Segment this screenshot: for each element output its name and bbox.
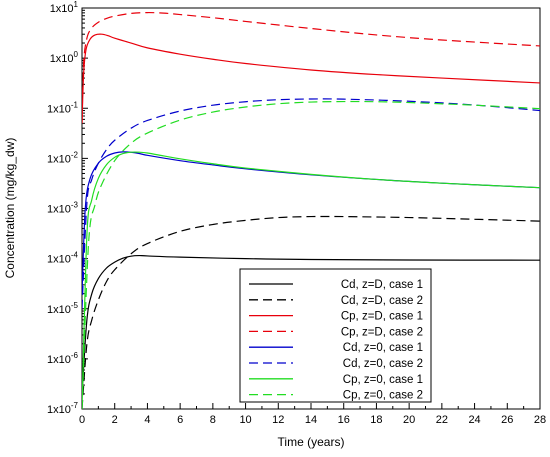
y-tick-label: 1x10-5 bbox=[47, 301, 79, 316]
legend-label-5: Cd, z=0, case 1 bbox=[343, 342, 423, 354]
y-tick-label: 1x100 bbox=[50, 50, 79, 65]
y-tick-label: 1x10-7 bbox=[47, 401, 79, 416]
x-tick-label: 22 bbox=[436, 414, 448, 426]
series-layer bbox=[82, 11, 540, 409]
y-tick-label: 1x10-4 bbox=[47, 251, 79, 266]
x-tick-label: 0 bbox=[79, 414, 85, 426]
y-tick-label: 1x10-6 bbox=[47, 351, 79, 366]
y-tick-label: 1x10-1 bbox=[47, 100, 79, 115]
legend-label-1: Cd, z=D, case 1 bbox=[341, 279, 423, 291]
x-axis-title: Time (years) bbox=[278, 435, 345, 449]
x-tick-label: 26 bbox=[501, 414, 513, 426]
x-tick-label: 18 bbox=[370, 414, 382, 426]
x-tick-label: 10 bbox=[239, 414, 251, 426]
legend-label-4: Cp, z=D, case 2 bbox=[341, 326, 423, 338]
legend: Cd, z=D, case 1 Cd, z=D, case 2 Cp, z=D, c… bbox=[239, 268, 432, 403]
legend-items: Cd, z=D, case 1 Cd, z=D, case 2 Cp, z=D, c… bbox=[249, 279, 423, 402]
x-tick-label: 24 bbox=[468, 414, 480, 426]
series-line-8 bbox=[82, 100, 540, 409]
y-axis-title: Concentration (mg/kg_dw) bbox=[3, 138, 17, 279]
legend-label-8: Cp, z=0, case 2 bbox=[343, 390, 423, 402]
x-tick-label: 20 bbox=[403, 414, 415, 426]
series-line-6 bbox=[82, 98, 540, 309]
series-line-4 bbox=[82, 11, 540, 124]
y-tick-label: 1x10-2 bbox=[47, 150, 79, 165]
legend-label-3: Cp, z=D, case 1 bbox=[341, 311, 423, 323]
y-tick-label: 1x10-3 bbox=[47, 201, 79, 216]
y-tick-label: 1x101 bbox=[50, 0, 79, 15]
series-line-3 bbox=[82, 33, 540, 124]
series-line-2 bbox=[82, 215, 540, 409]
series-line-1 bbox=[82, 254, 540, 394]
legend-label-7: Cp, z=0, case 1 bbox=[343, 374, 423, 386]
x-tick-label: 4 bbox=[144, 414, 150, 426]
x-tick-label: 8 bbox=[210, 414, 216, 426]
legend-label-6: Cd, z=0, case 2 bbox=[343, 358, 423, 370]
x-tick-label: 28 bbox=[534, 414, 546, 426]
x-axis-ticks: 0 2 4 6 8 10 12 14 16 18 20 22 24 26 28 bbox=[79, 403, 546, 426]
x-tick-label: 12 bbox=[272, 414, 284, 426]
x-tick-label: 14 bbox=[305, 414, 317, 426]
x-tick-label: 2 bbox=[112, 414, 118, 426]
legend-box bbox=[239, 268, 432, 403]
x-tick-label: 16 bbox=[338, 414, 350, 426]
x-tick-label: 6 bbox=[177, 414, 183, 426]
series-line-7 bbox=[82, 151, 540, 409]
legend-label-2: Cd, z=D, case 2 bbox=[341, 295, 423, 307]
